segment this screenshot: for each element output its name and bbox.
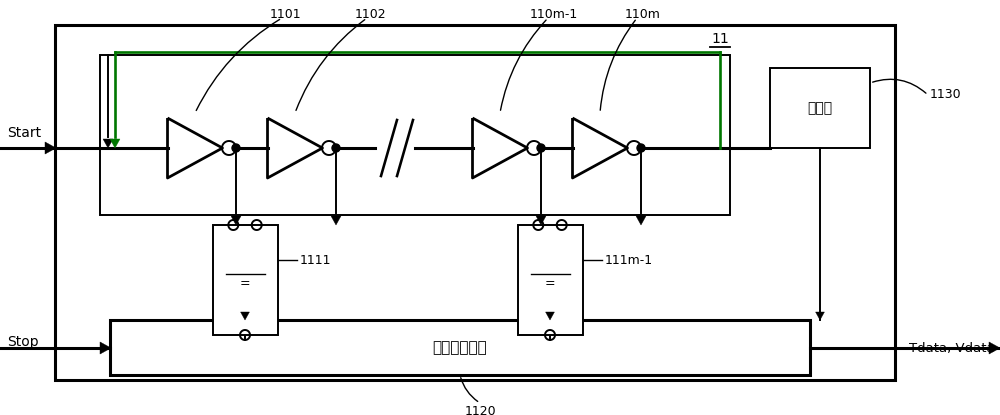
Polygon shape <box>103 139 113 148</box>
Circle shape <box>537 144 545 152</box>
Text: Start: Start <box>7 126 41 140</box>
Polygon shape <box>231 216 241 225</box>
Circle shape <box>332 144 340 152</box>
Bar <box>100 55 730 215</box>
Circle shape <box>232 144 240 152</box>
Polygon shape <box>546 312 554 320</box>
Bar <box>770 68 870 148</box>
Polygon shape <box>45 142 56 154</box>
Polygon shape <box>636 216 646 225</box>
Polygon shape <box>241 312 249 320</box>
Text: 数据组合模块: 数据组合模块 <box>433 340 487 355</box>
Polygon shape <box>110 139 120 148</box>
Polygon shape <box>100 342 111 354</box>
Polygon shape <box>536 216 546 225</box>
Bar <box>55 25 895 380</box>
Text: 1111: 1111 <box>300 254 332 266</box>
Bar <box>110 320 810 375</box>
Polygon shape <box>816 312 824 320</box>
Text: 11: 11 <box>711 32 729 46</box>
Text: Stop: Stop <box>7 335 39 349</box>
Polygon shape <box>331 216 341 225</box>
Text: Tdata, Vdata: Tdata, Vdata <box>909 342 995 354</box>
Text: 1120: 1120 <box>464 405 496 415</box>
Text: 1101: 1101 <box>270 8 302 21</box>
Text: 110m-1: 110m-1 <box>530 8 578 21</box>
Text: 计数器: 计数器 <box>807 101 833 115</box>
Bar <box>518 225 582 335</box>
Bar <box>212 225 278 335</box>
Text: =: = <box>545 278 555 290</box>
Text: =: = <box>240 278 250 290</box>
Text: 1130: 1130 <box>930 88 962 102</box>
Text: 111m-1: 111m-1 <box>605 254 653 266</box>
Polygon shape <box>989 342 1000 354</box>
Text: 1102: 1102 <box>355 8 387 21</box>
Text: 110m: 110m <box>625 8 661 21</box>
Circle shape <box>637 144 645 152</box>
